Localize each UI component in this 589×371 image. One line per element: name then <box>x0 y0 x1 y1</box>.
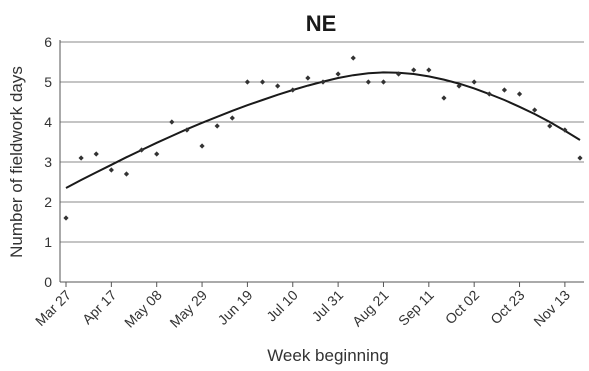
grid-lines <box>60 41 584 243</box>
y-tick-label: 2 <box>44 194 52 210</box>
data-point <box>290 87 296 93</box>
x-tick-label: Nov 13 <box>530 287 573 330</box>
x-tick-labels: Mar 27 Apr 17 May 08 May 29 Jun 19 Jul 10 Jul … <box>32 282 573 331</box>
y-tick-label: 3 <box>44 154 52 170</box>
data-point <box>138 147 145 153</box>
data-point <box>229 115 235 121</box>
data-point <box>93 151 99 157</box>
data-point <box>63 215 69 221</box>
data-point <box>516 91 523 97</box>
data-point <box>562 127 568 133</box>
x-tick-label: Jun 19 <box>214 287 255 328</box>
x-tick-label: May 29 <box>166 287 210 331</box>
data-point <box>501 87 508 93</box>
x-tick-label: Jul 10 <box>263 287 301 325</box>
y-tick-label: 0 <box>44 274 52 290</box>
x-tick-label: Sep 11 <box>395 287 437 329</box>
y-tick-label: 5 <box>44 74 52 90</box>
data-point <box>426 67 432 73</box>
data-point <box>259 79 266 85</box>
y-tick-labels: 0 1 2 3 4 5 6 <box>44 34 52 290</box>
data-point <box>335 71 341 77</box>
chart-title: NE <box>306 11 337 36</box>
data-point <box>365 79 371 85</box>
y-tick-label: 1 <box>44 234 52 250</box>
data-point <box>547 123 553 129</box>
data-point <box>320 79 326 85</box>
x-tick-label: Mar 27 <box>32 287 74 329</box>
data-points <box>63 55 583 221</box>
x-tick-label: May 08 <box>121 287 165 331</box>
data-point <box>395 71 402 77</box>
data-point <box>169 119 175 125</box>
data-point <box>123 171 130 177</box>
data-point <box>184 127 190 133</box>
data-point <box>532 107 538 113</box>
y-axis-label: Number of fieldwork days <box>7 66 26 258</box>
x-axis-label: Week beginning <box>267 346 389 365</box>
data-point <box>380 79 387 85</box>
y-tick-label: 4 <box>44 114 52 130</box>
data-point <box>199 143 205 149</box>
data-point <box>471 79 477 85</box>
data-point <box>411 67 417 73</box>
data-point <box>577 155 583 161</box>
x-tick-label: Jul 31 <box>309 287 347 325</box>
data-point <box>214 123 220 129</box>
data-point <box>154 151 160 157</box>
data-point <box>305 75 311 81</box>
x-tick-label: Oct 23 <box>487 287 528 328</box>
data-point <box>350 55 356 61</box>
x-tick-label: Apr 17 <box>79 287 120 328</box>
y-tick-label: 6 <box>44 34 52 50</box>
data-point <box>244 79 251 85</box>
data-point <box>108 167 114 173</box>
data-point <box>275 83 281 89</box>
data-point <box>486 91 492 97</box>
x-tick-label: Oct 02 <box>442 287 483 328</box>
x-tick-label: Aug 21 <box>349 287 392 330</box>
data-point <box>456 83 462 89</box>
data-point <box>441 95 447 101</box>
data-point <box>78 155 84 161</box>
